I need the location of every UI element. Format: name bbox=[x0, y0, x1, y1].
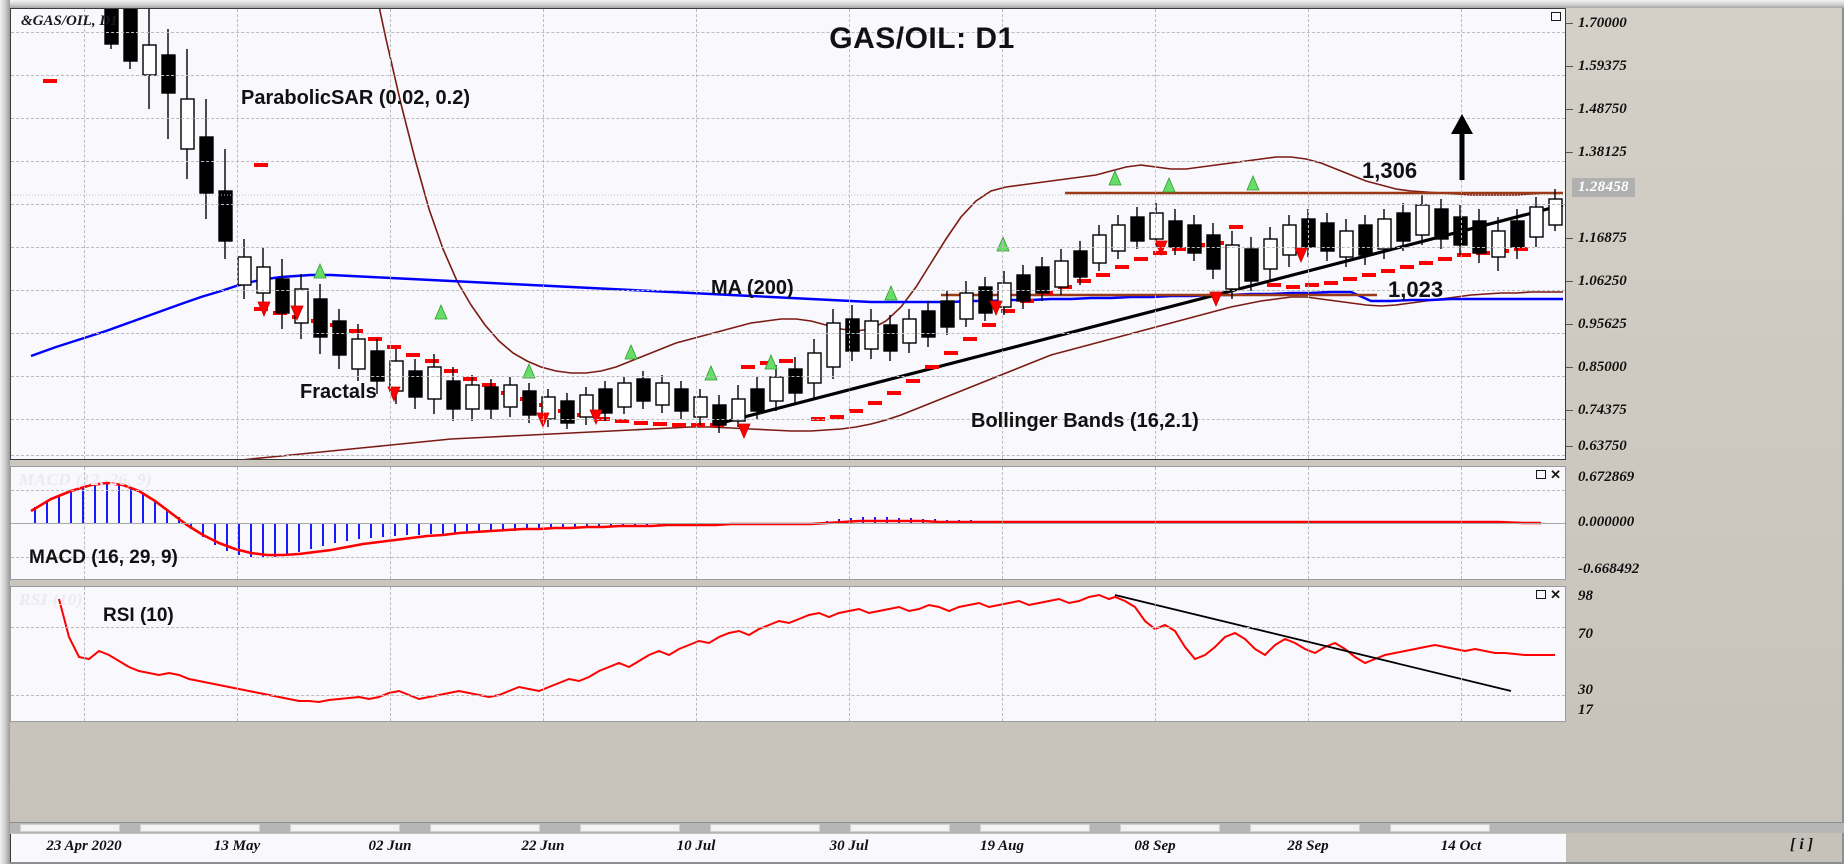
current-price-badge: 1.28458 bbox=[1572, 178, 1635, 197]
date-axis[interactable]: 23 Apr 2020 13 May 02 Jun 22 Jun 10 Jul … bbox=[10, 834, 1566, 862]
date-tick-9: 14 Oct bbox=[1440, 838, 1482, 854]
rsi-line bbox=[58, 593, 1555, 704]
macd-panel-controls[interactable]: ✕ bbox=[1536, 467, 1561, 482]
price-tick-1: 1.59375 bbox=[1578, 58, 1627, 74]
horizontal-scrollbar[interactable] bbox=[10, 822, 1844, 833]
date-tick-6: 19 Aug bbox=[979, 838, 1025, 854]
price-tick-2: 1.48750 bbox=[1578, 101, 1627, 117]
date-tick-5: 30 Jul bbox=[829, 838, 869, 854]
rsi-tick-3: 17 bbox=[1578, 702, 1593, 718]
price-tick-5: 1.16875 bbox=[1578, 230, 1627, 246]
maximize-icon[interactable] bbox=[1536, 470, 1547, 479]
date-tick-7: 08 Sep bbox=[1134, 838, 1176, 854]
date-tick-1: 13 May bbox=[213, 838, 261, 854]
fractal-down-arrows bbox=[257, 240, 1308, 440]
up-arrow-icon bbox=[1451, 114, 1473, 180]
price-tick-10: 0.63750 bbox=[1578, 438, 1627, 454]
date-tick-0: 23 Apr 2020 bbox=[46, 838, 122, 854]
rsi-tick-2: 30 bbox=[1578, 682, 1593, 698]
price-panel[interactable]: &GAS/OIL, D1 bbox=[10, 8, 1566, 460]
top-rail bbox=[0, 0, 1844, 8]
macd-signal-line bbox=[30, 481, 1541, 557]
price-tick-8: 0.85000 bbox=[1578, 359, 1627, 375]
date-tick-2: 02 Jun bbox=[368, 838, 412, 854]
price-panel-controls[interactable] bbox=[1551, 12, 1561, 21]
maximize-icon[interactable] bbox=[1536, 590, 1547, 599]
date-tick-3: 22 Jun bbox=[521, 838, 565, 854]
rsi-plot bbox=[58, 593, 1555, 704]
macd-tick-2: -0.668492 bbox=[1578, 561, 1640, 577]
price-tick-0: 1.70000 bbox=[1578, 15, 1627, 31]
left-scroll-rail[interactable] bbox=[0, 0, 10, 864]
info-button[interactable]: [ i ] bbox=[1790, 836, 1814, 853]
date-tick-8: 28 Sep bbox=[1287, 838, 1329, 854]
rsi-trendline bbox=[1114, 594, 1512, 692]
macd-tick-0: 0.672869 bbox=[1578, 469, 1635, 485]
macd-histogram bbox=[34, 483, 1164, 558]
fractal-up-arrows bbox=[313, 169, 1260, 381]
rsi-axis[interactable]: 98 70 30 17 bbox=[1566, 586, 1844, 726]
bollinger-upper-band bbox=[378, 9, 1563, 374]
close-icon[interactable]: ✕ bbox=[1550, 587, 1561, 602]
price-axis[interactable]: 1.70000 1.59375 1.48750 1.38125 1.28458 … bbox=[1566, 0, 1844, 470]
date-tick-4: 10 Jul bbox=[676, 838, 716, 854]
bollinger-lower-band bbox=[243, 291, 1563, 459]
rsi-tick-1: 70 bbox=[1578, 626, 1593, 642]
price-tick-6: 1.06250 bbox=[1578, 273, 1627, 289]
macd-tick-1: 0.000000 bbox=[1578, 514, 1635, 530]
rsi-watermark: RSI (10) bbox=[19, 590, 83, 609]
maximize-icon[interactable] bbox=[1551, 12, 1561, 21]
price-tick-9: 0.74375 bbox=[1578, 402, 1627, 418]
rsi-tick-0: 98 bbox=[1578, 588, 1593, 604]
ma200-line bbox=[30, 273, 1563, 358]
macd-axis[interactable]: 0.672869 0.000000 -0.668492 bbox=[1566, 466, 1844, 582]
price-tick-7: 0.95625 bbox=[1578, 316, 1627, 332]
symbol-label: &GAS/OIL, D1 bbox=[21, 13, 118, 29]
macd-panel[interactable]: MACD (12, 26, 9) ✕ bbox=[10, 466, 1566, 580]
macd-plot bbox=[30, 481, 1541, 558]
candlestick-series bbox=[104, 9, 1563, 433]
macd-watermark: MACD (12, 26, 9) bbox=[19, 470, 153, 489]
rsi-panel[interactable]: RSI (10) ✕ RSI (10) bbox=[10, 586, 1566, 722]
price-tick-3: 1.38125 bbox=[1578, 144, 1627, 160]
rsi-panel-controls[interactable]: ✕ bbox=[1536, 587, 1561, 602]
close-icon[interactable]: ✕ bbox=[1550, 467, 1561, 482]
price-plot bbox=[11, 9, 1565, 459]
